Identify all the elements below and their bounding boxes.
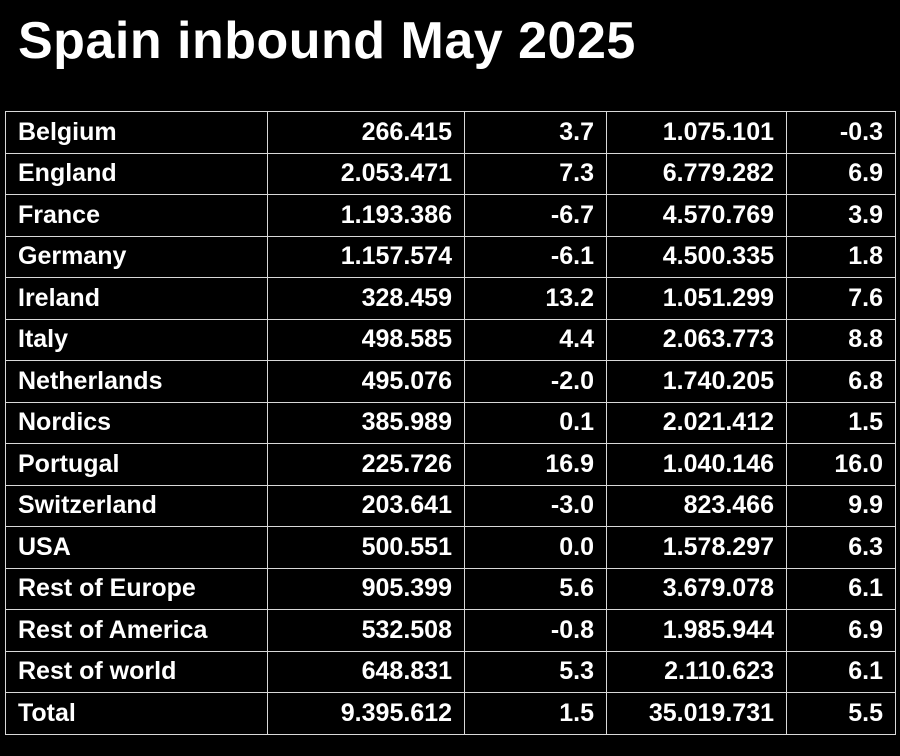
may-change-cell: 0.1: [464, 401, 607, 444]
may-change-cell: -2.0: [464, 360, 607, 403]
may-change-cell: 3.7: [464, 111, 607, 154]
may-change-cell: 4.4: [464, 318, 607, 361]
may-change-cell: 0.0: [464, 526, 607, 569]
ytd-change-cell: 7.6: [786, 277, 896, 320]
ytd-arrivals-cell: 4.500.335: [606, 235, 787, 278]
table-row: Rest of America 532.508 -0.8 1.985.944 6.9: [5, 609, 896, 652]
ytd-arrivals-cell: 1.578.297: [606, 526, 787, 569]
country-cell: Ireland: [5, 277, 268, 320]
ytd-arrivals-cell: 4.570.769: [606, 194, 787, 237]
country-cell: Italy: [5, 318, 268, 361]
page-title: Spain inbound May 2025: [18, 12, 636, 70]
ytd-arrivals-cell: 2.110.623: [606, 650, 787, 693]
may-arrivals-cell: 2.053.471: [267, 152, 465, 195]
ytd-change-cell: 5.5: [786, 692, 896, 735]
ytd-change-cell: 6.8: [786, 360, 896, 403]
ytd-arrivals-cell: 1.985.944: [606, 609, 787, 652]
ytd-change-cell: 1.5: [786, 401, 896, 444]
ytd-change-cell: 16.0: [786, 443, 896, 486]
ytd-arrivals-cell: 823.466: [606, 484, 787, 527]
may-arrivals-cell: 495.076: [267, 360, 465, 403]
table-row: USA 500.551 0.0 1.578.297 6.3: [5, 526, 896, 569]
may-arrivals-cell: 1.157.574: [267, 235, 465, 278]
ytd-change-cell: 6.9: [786, 152, 896, 195]
may-arrivals-cell: 500.551: [267, 526, 465, 569]
data-table: Belgium 266.415 3.7 1.075.101 -0.3 England 2.0…: [5, 111, 896, 735]
table-row: Switzerland 203.641 -3.0 823.466 9.9: [5, 484, 896, 527]
country-cell: Rest of Europe: [5, 567, 268, 610]
may-change-cell: -0.8: [464, 609, 607, 652]
country-cell: Rest of America: [5, 609, 268, 652]
country-cell: Germany: [5, 235, 268, 278]
may-change-cell: 5.3: [464, 650, 607, 693]
may-change-cell: 16.9: [464, 443, 607, 486]
ytd-arrivals-cell: 3.679.078: [606, 567, 787, 610]
table-row: Ireland 328.459 13.2 1.051.299 7.6: [5, 277, 896, 320]
ytd-arrivals-cell: 2.063.773: [606, 318, 787, 361]
may-arrivals-cell: 1.193.386: [267, 194, 465, 237]
may-change-cell: -6.1: [464, 235, 607, 278]
ytd-change-cell: 6.1: [786, 567, 896, 610]
may-change-cell: 1.5: [464, 692, 607, 735]
may-arrivals-cell: 225.726: [267, 443, 465, 486]
ytd-arrivals-cell: 1.051.299: [606, 277, 787, 320]
may-change-cell: 13.2: [464, 277, 607, 320]
table-row: Netherlands 495.076 -2.0 1.740.205 6.8: [5, 360, 896, 403]
ytd-change-cell: 6.9: [786, 609, 896, 652]
table-row: Rest of Europe 905.399 5.6 3.679.078 6.1: [5, 567, 896, 610]
country-cell: England: [5, 152, 268, 195]
ytd-arrivals-cell: 2.021.412: [606, 401, 787, 444]
may-arrivals-cell: 203.641: [267, 484, 465, 527]
ytd-change-cell: 9.9: [786, 484, 896, 527]
ytd-arrivals-cell: 6.779.282: [606, 152, 787, 195]
ytd-change-cell: 8.8: [786, 318, 896, 361]
table-row: Germany 1.157.574 -6.1 4.500.335 1.8: [5, 235, 896, 278]
table-row: Rest of world 648.831 5.3 2.110.623 6.1: [5, 650, 896, 693]
ytd-change-cell: 6.3: [786, 526, 896, 569]
ytd-change-cell: 1.8: [786, 235, 896, 278]
may-arrivals-cell: 498.585: [267, 318, 465, 361]
may-change-cell: 7.3: [464, 152, 607, 195]
may-arrivals-cell: 9.395.612: [267, 692, 465, 735]
may-arrivals-cell: 905.399: [267, 567, 465, 610]
country-cell: France: [5, 194, 268, 237]
country-cell: Nordics: [5, 401, 268, 444]
table-row: Total 9.395.612 1.5 35.019.731 5.5: [5, 692, 896, 735]
may-arrivals-cell: 385.989: [267, 401, 465, 444]
table-row: Nordics 385.989 0.1 2.021.412 1.5: [5, 401, 896, 444]
table-row: Italy 498.585 4.4 2.063.773 8.8: [5, 318, 896, 361]
country-cell: Belgium: [5, 111, 268, 154]
country-cell: Netherlands: [5, 360, 268, 403]
may-arrivals-cell: 266.415: [267, 111, 465, 154]
table-body: Belgium 266.415 3.7 1.075.101 -0.3 England 2.0…: [5, 111, 896, 735]
may-arrivals-cell: 648.831: [267, 650, 465, 693]
ytd-change-cell: 6.1: [786, 650, 896, 693]
ytd-arrivals-cell: 1.075.101: [606, 111, 787, 154]
country-cell: Rest of world: [5, 650, 268, 693]
country-cell: Portugal: [5, 443, 268, 486]
may-change-cell: 5.6: [464, 567, 607, 610]
ytd-change-cell: -0.3: [786, 111, 896, 154]
country-cell: Switzerland: [5, 484, 268, 527]
ytd-arrivals-cell: 1.740.205: [606, 360, 787, 403]
may-arrivals-cell: 328.459: [267, 277, 465, 320]
table-row: England 2.053.471 7.3 6.779.282 6.9: [5, 152, 896, 195]
ytd-arrivals-cell: 1.040.146: [606, 443, 787, 486]
may-change-cell: -6.7: [464, 194, 607, 237]
table-row: France 1.193.386 -6.7 4.570.769 3.9: [5, 194, 896, 237]
table-row: Belgium 266.415 3.7 1.075.101 -0.3: [5, 111, 896, 154]
table-row: Portugal 225.726 16.9 1.040.146 16.0: [5, 443, 896, 486]
ytd-change-cell: 3.9: [786, 194, 896, 237]
ytd-arrivals-cell: 35.019.731: [606, 692, 787, 735]
country-cell: Total: [5, 692, 268, 735]
country-cell: USA: [5, 526, 268, 569]
may-change-cell: -3.0: [464, 484, 607, 527]
may-arrivals-cell: 532.508: [267, 609, 465, 652]
